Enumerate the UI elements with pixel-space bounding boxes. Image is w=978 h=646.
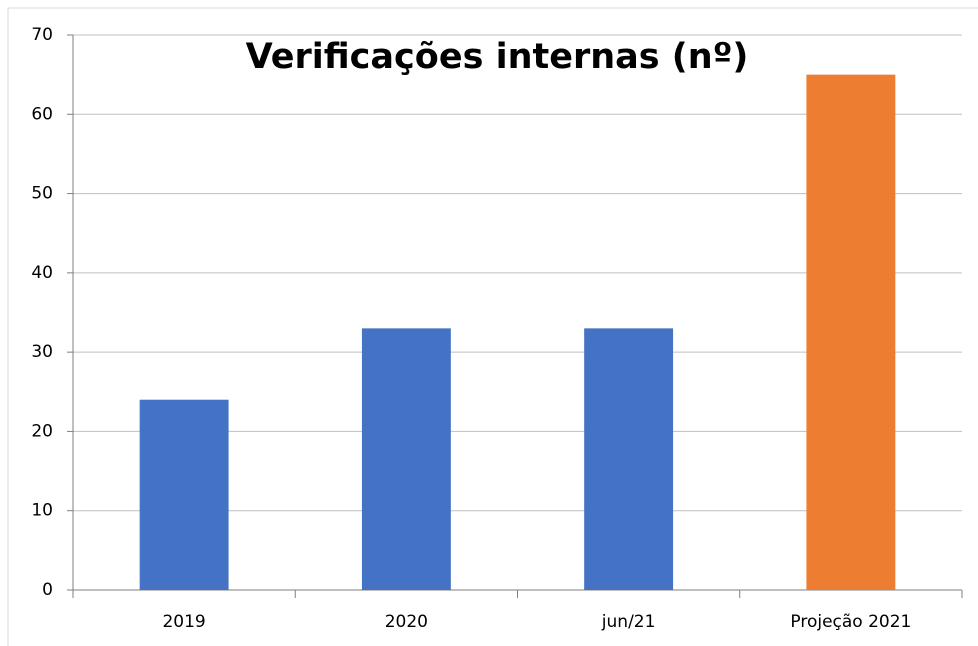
x-tick-label: 2019 bbox=[162, 612, 205, 632]
bar bbox=[139, 399, 229, 590]
x-tick-label: 2020 bbox=[385, 612, 428, 632]
bar bbox=[584, 328, 674, 590]
chart-frame bbox=[7, 7, 978, 646]
chart-title: Verificações internas (nº) bbox=[246, 37, 749, 77]
bar bbox=[806, 74, 896, 590]
y-tick-label: 60 bbox=[31, 104, 53, 124]
y-tick-label: 10 bbox=[31, 501, 53, 521]
y-tick-label: 0 bbox=[42, 580, 53, 600]
y-tick-label: 70 bbox=[31, 25, 53, 45]
y-tick-label: 50 bbox=[31, 184, 53, 204]
bar bbox=[361, 328, 451, 590]
y-tick-label: 40 bbox=[31, 263, 53, 283]
x-tick-label: Projeção 2021 bbox=[790, 612, 911, 632]
y-tick-label: 30 bbox=[31, 342, 53, 362]
x-tick-label: jun/21 bbox=[601, 612, 656, 632]
y-tick-label: 20 bbox=[31, 421, 53, 441]
